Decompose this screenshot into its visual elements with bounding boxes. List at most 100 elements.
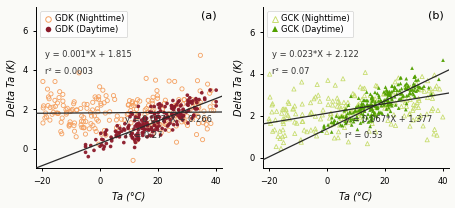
Point: [179, 113, 186, 116]
Point: [409, 82, 416, 85]
Point: [163, 116, 171, 119]
Point: [137, 123, 144, 127]
Point: [206, 92, 213, 95]
Point: [387, 102, 394, 105]
Point: [148, 128, 155, 131]
Point: [386, 101, 393, 104]
Point: [389, 91, 396, 94]
Point: [412, 117, 419, 120]
Point: [371, 103, 378, 107]
Point: [200, 109, 207, 113]
Point: [328, 103, 335, 107]
Point: [139, 125, 146, 128]
Point: [335, 123, 343, 127]
Point: [160, 117, 167, 121]
Point: [161, 102, 168, 105]
Point: [359, 99, 366, 102]
Point: [142, 128, 149, 131]
Point: [121, 128, 128, 132]
Point: [349, 111, 356, 114]
Point: [147, 105, 154, 108]
Point: [124, 103, 131, 107]
Point: [391, 101, 398, 105]
Point: [366, 106, 374, 109]
Point: [57, 121, 65, 124]
Point: [139, 121, 147, 124]
Point: [164, 123, 172, 126]
Point: [51, 80, 59, 83]
Point: [395, 89, 402, 92]
Point: [70, 102, 77, 105]
Point: [341, 122, 349, 125]
Point: [285, 102, 292, 105]
Point: [384, 106, 391, 110]
Point: [98, 138, 105, 141]
Point: [364, 120, 371, 124]
Point: [163, 124, 171, 128]
Point: [397, 105, 404, 108]
Point: [356, 108, 363, 111]
Point: [346, 111, 354, 115]
Point: [138, 127, 146, 130]
Point: [153, 126, 161, 129]
Point: [40, 104, 47, 108]
Point: [179, 102, 186, 106]
Point: [371, 100, 379, 103]
Point: [155, 123, 162, 126]
Point: [128, 132, 136, 135]
Point: [49, 105, 56, 109]
Point: [78, 114, 85, 118]
Point: [129, 159, 136, 162]
Point: [362, 90, 369, 94]
Point: [344, 121, 352, 124]
Point: [71, 130, 78, 133]
Point: [320, 126, 327, 130]
Point: [131, 115, 139, 119]
Point: [162, 128, 169, 132]
Point: [423, 138, 430, 141]
Point: [329, 120, 336, 123]
Point: [357, 112, 364, 115]
Point: [408, 88, 415, 91]
Point: [54, 112, 61, 115]
Point: [50, 111, 57, 114]
Point: [434, 78, 441, 81]
Point: [353, 128, 360, 131]
Point: [356, 109, 364, 112]
Point: [408, 109, 415, 112]
Point: [115, 125, 122, 128]
Point: [174, 100, 181, 104]
Point: [161, 122, 168, 126]
Point: [402, 77, 409, 80]
Point: [202, 123, 209, 126]
Point: [206, 105, 213, 108]
Point: [46, 106, 54, 109]
Point: [151, 115, 158, 119]
Point: [414, 97, 421, 100]
Point: [320, 124, 327, 127]
Point: [327, 130, 334, 134]
Point: [134, 138, 142, 142]
Point: [91, 127, 98, 130]
Point: [66, 120, 74, 124]
Point: [83, 103, 91, 106]
Point: [175, 99, 182, 103]
Point: [323, 131, 330, 134]
Point: [124, 127, 131, 130]
Point: [329, 122, 336, 126]
Point: [422, 112, 430, 116]
Point: [192, 133, 200, 136]
Point: [429, 92, 436, 95]
Point: [387, 90, 394, 93]
Point: [379, 92, 386, 96]
Point: [194, 102, 201, 105]
Point: [135, 121, 142, 125]
Point: [135, 116, 142, 119]
Point: [168, 107, 176, 110]
Point: [186, 96, 193, 99]
Point: [134, 123, 141, 126]
Point: [288, 107, 296, 111]
Point: [340, 126, 348, 129]
Point: [405, 91, 412, 95]
Point: [372, 115, 379, 118]
